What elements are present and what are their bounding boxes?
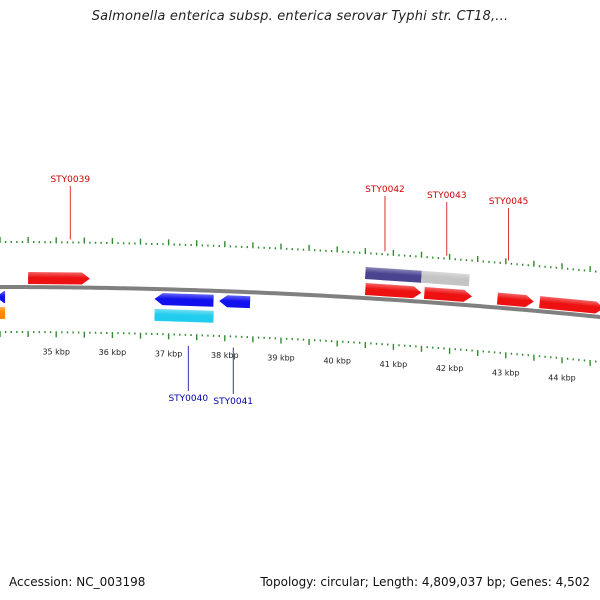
gene-label[interactable]: STY0041: [213, 397, 253, 407]
feature-track: [0, 267, 600, 323]
tick-label: 38 kbp: [211, 351, 239, 360]
genome-summary-text: Topology: circular; Length: 4,809,037 bp…: [260, 575, 590, 589]
gene-feature[interactable]: [421, 270, 470, 287]
tick-label: 40 kbp: [323, 356, 351, 365]
gene-feature[interactable]: [364, 283, 422, 299]
gene-feature[interactable]: [28, 271, 90, 285]
gene-feature[interactable]: [364, 267, 422, 283]
reverse-tick-track: [0, 331, 597, 366]
sequence-backbone: [0, 285, 600, 319]
tick-label: 36 kbp: [99, 348, 127, 357]
gene-label[interactable]: STY0040: [168, 394, 208, 404]
tick-label: 41 kbp: [380, 360, 408, 369]
accession-text: Accession: NC_003198: [9, 575, 146, 589]
gene-feature[interactable]: [219, 295, 251, 309]
tick-label-track: 35 kbp 36 kbp 37 kbp 38 kbp 39 kbp 40 kbp 41 k…: [42, 347, 576, 382]
forward-tick-track: [0, 237, 597, 273]
gene-label[interactable]: STY0039: [50, 175, 90, 185]
gene-feature[interactable]: [0, 306, 6, 320]
gene-feature[interactable]: [496, 292, 534, 308]
tick-label: 43 kbp: [492, 368, 520, 377]
gene-feature[interactable]: [423, 286, 473, 303]
gene-feature[interactable]: [154, 308, 214, 323]
gene-label[interactable]: STY0043: [427, 191, 467, 201]
gene-feature[interactable]: [539, 296, 600, 314]
tick-label: 37 kbp: [155, 349, 183, 358]
genome-title: Salmonella enterica subsp. enterica sero…: [91, 9, 509, 24]
gene-label[interactable]: STY0042: [365, 185, 405, 195]
tick-label: 42 kbp: [436, 364, 464, 373]
gene-feature[interactable]: [154, 293, 214, 307]
gene-feature[interactable]: [0, 291, 6, 304]
gene-label[interactable]: STY0045: [489, 197, 529, 207]
tick-label: 44 kbp: [548, 373, 576, 382]
tick-label: 35 kbp: [42, 347, 70, 356]
tick-label: 39 kbp: [267, 354, 295, 363]
gene-label-track: STY0039 STY0042 STY0043 STY0045 STY0040 STY00…: [50, 175, 528, 407]
